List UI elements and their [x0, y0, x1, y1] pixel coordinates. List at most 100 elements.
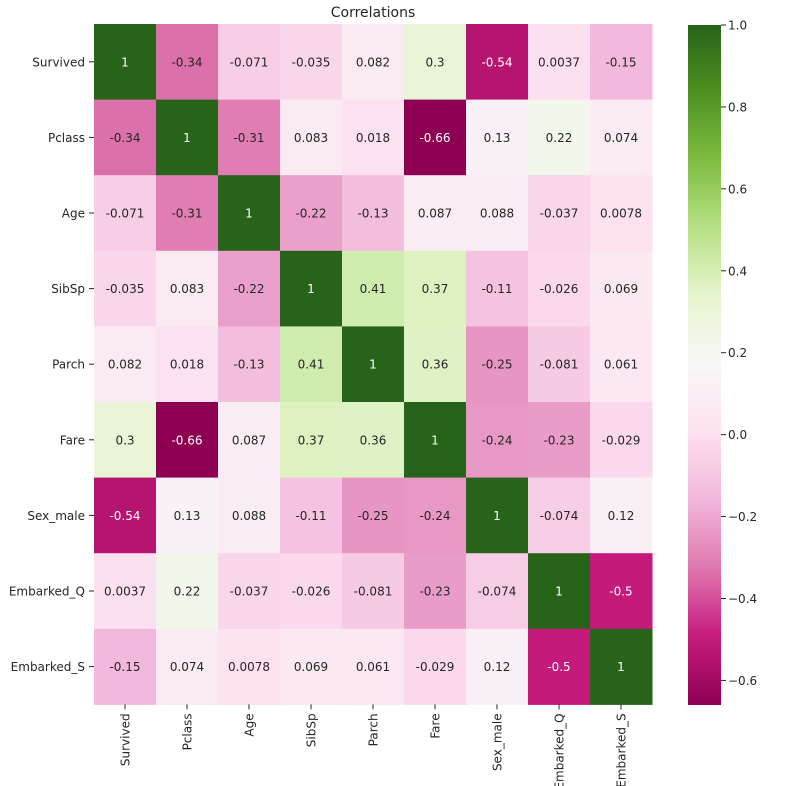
- heatmap-cell: [528, 24, 591, 101]
- cell-value-label: 0.018: [356, 131, 390, 145]
- heatmap-cell: [590, 99, 653, 176]
- cell-value-label: 1: [121, 55, 129, 69]
- cell-value-label: 1: [493, 509, 501, 523]
- heatmap-cell: [590, 402, 653, 479]
- heatmap-cell: [590, 628, 653, 705]
- heatmap-cell: [94, 402, 157, 479]
- cell-value-label: 0.22: [546, 131, 573, 145]
- cell-value-label: 1: [555, 585, 563, 599]
- cell-value-label: 0.074: [604, 131, 638, 145]
- heatmap-cell: [466, 553, 529, 630]
- cell-value-label: -0.13: [233, 358, 264, 372]
- heatmap-cell: [218, 99, 281, 176]
- heatmap-cell: [94, 250, 157, 327]
- colorbar-tick-label: 1.0: [728, 19, 747, 33]
- cell-value-label: -0.11: [295, 509, 326, 523]
- cell-value-label: -0.25: [357, 509, 388, 523]
- heatmap-cell: [156, 99, 219, 176]
- y-tick-label: Embarked_Q: [9, 585, 85, 599]
- heatmap-cell: [156, 477, 219, 554]
- x-tick-label: Embarked_Q: [553, 713, 567, 786]
- cell-value-label: -0.31: [171, 207, 202, 221]
- cell-value-label: -0.66: [171, 433, 202, 447]
- heatmap-cell: [342, 175, 405, 252]
- cell-value-label: 0.3: [115, 433, 134, 447]
- colorbar-tick-label: 0.4: [728, 264, 747, 278]
- heatmap-cell: [404, 402, 467, 479]
- heatmap-cell: [528, 175, 591, 252]
- heatmap-cell: [590, 24, 653, 101]
- heatmap-cell: [342, 24, 405, 101]
- heatmap-cell: [342, 628, 405, 705]
- y-tick-label: Fare: [60, 433, 85, 447]
- heatmap-cell-labels: 1 -0.34 -0.071 -0.035 0.082 0.3 -0.54 0.0037 -0.…: [104, 55, 642, 674]
- cell-value-label: -0.071: [230, 55, 269, 69]
- y-tick-label: SibSp: [51, 282, 85, 296]
- cell-value-label: 1: [183, 131, 191, 145]
- y-axis: Survived Pclass Age SibSp Parch Fare Sex_male E…: [9, 55, 94, 674]
- cell-value-label: -0.13: [357, 207, 388, 221]
- y-tick-label: Parch: [52, 358, 85, 372]
- cell-value-label: 0.087: [232, 433, 266, 447]
- heatmap-cell: [404, 477, 467, 554]
- cell-value-label: 0.36: [422, 358, 449, 372]
- colorbar-ticks: 1.0 0.8 0.6 0.4 0.2 0.0 −0.2 −0.4 −0.6: [721, 19, 757, 688]
- colorbar-tick-label: 0.8: [728, 100, 747, 114]
- cell-value-label: 0.087: [418, 207, 452, 221]
- heatmap-cell: [94, 99, 157, 176]
- cell-value-label: -0.15: [109, 660, 140, 674]
- cell-value-label: -0.22: [295, 207, 326, 221]
- cell-value-label: 0.083: [170, 282, 204, 296]
- heatmap-cell: [280, 99, 343, 176]
- heatmap-cell: [94, 175, 157, 252]
- cell-value-label: 0.37: [422, 282, 449, 296]
- heatmap-cell: [94, 326, 157, 403]
- heatmap-cell: [94, 24, 157, 101]
- y-tick-label: Pclass: [48, 131, 85, 145]
- colorbar-tick-label: −0.2: [728, 510, 757, 524]
- cell-value-label: -0.081: [540, 358, 579, 372]
- heatmap-cell: [466, 250, 529, 327]
- cell-value-label: 0.0078: [600, 207, 642, 221]
- cell-value-label: 0.061: [356, 660, 390, 674]
- y-tick-label: Sex_male: [27, 509, 85, 523]
- heatmap-cell: [156, 628, 219, 705]
- heatmap-cell: [404, 326, 467, 403]
- cell-value-label: 0.22: [174, 585, 201, 599]
- cell-value-label: -0.66: [419, 131, 450, 145]
- heatmap-cell: [466, 24, 529, 101]
- heatmap-cell: [280, 326, 343, 403]
- heatmap-cell: [590, 477, 653, 554]
- x-tick-label: SibSp: [305, 713, 319, 747]
- cell-value-label: -0.071: [106, 207, 145, 221]
- heatmap-cell: [590, 326, 653, 403]
- cell-value-label: 0.061: [604, 358, 638, 372]
- cell-value-label: 0.12: [484, 660, 511, 674]
- cell-value-label: 0.3: [425, 55, 444, 69]
- heatmap-cell: [342, 326, 405, 403]
- cell-value-label: 1: [369, 358, 377, 372]
- heatmap-cell: [590, 250, 653, 327]
- cell-value-label: 0.069: [294, 660, 328, 674]
- cell-value-label: -0.11: [481, 282, 512, 296]
- cell-value-label: 1: [307, 282, 315, 296]
- heatmap-cell: [218, 250, 281, 327]
- cell-value-label: 0.41: [298, 358, 325, 372]
- cell-value-label: -0.026: [540, 282, 579, 296]
- x-tick-label: Pclass: [181, 713, 195, 750]
- heatmap-cell: [342, 477, 405, 554]
- x-tick-label: Age: [243, 713, 257, 736]
- heatmap-cell: [280, 24, 343, 101]
- cell-value-label: -0.15: [605, 55, 636, 69]
- x-tick-label: Sex_male: [491, 713, 505, 771]
- cell-value-label: 0.37: [298, 433, 325, 447]
- cell-value-label: -0.029: [602, 433, 641, 447]
- heatmap-cell: [280, 175, 343, 252]
- cell-value-label: 0.13: [174, 509, 201, 523]
- cell-value-label: -0.037: [540, 207, 579, 221]
- cell-value-label: 0.088: [480, 207, 514, 221]
- heatmap-cell: [280, 628, 343, 705]
- cell-value-label: 0.0037: [104, 585, 146, 599]
- cell-value-label: -0.035: [292, 55, 331, 69]
